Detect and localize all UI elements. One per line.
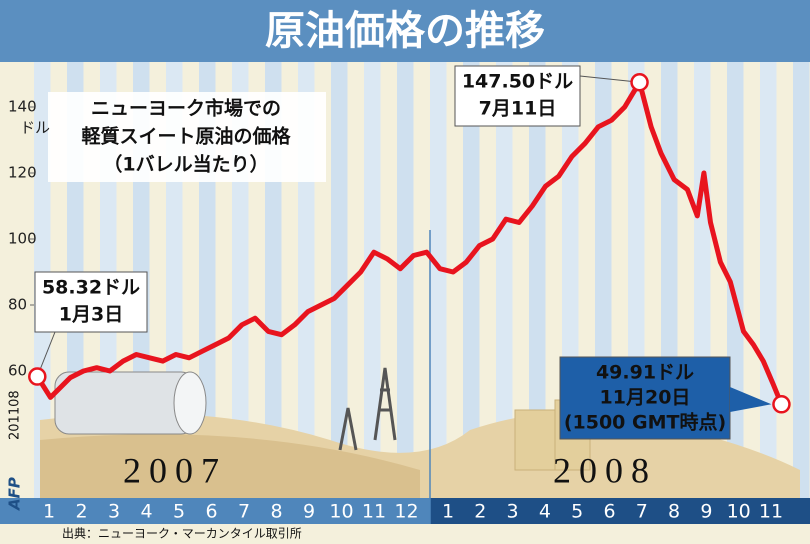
price-line [35,79,784,406]
x-tick-label: 7 [238,501,250,523]
x-tick-label: 8 [668,501,680,523]
x-tick-label: 3 [108,501,120,523]
subtitle: （1バレル当たり） [103,153,268,176]
x-tick-label: 9 [303,501,315,523]
ground-shade [40,434,420,498]
subtitle: ニューヨーク市場での [91,97,281,120]
annotation-text: 1月3日 [59,304,123,326]
stripe [331,62,348,498]
point-marker [630,73,649,92]
y-tick-label: 60 [8,362,27,380]
x-tick-label: 7 [636,501,648,523]
x-tick-label: 10 [727,501,751,523]
barrel [54,371,207,435]
y-tick-label: 120 [8,164,37,182]
code: 201108 [8,390,23,440]
y-tick-label: 140 [8,98,37,116]
month-strip-2007 [0,498,430,524]
year-label: 2008 [553,450,657,490]
subtitle: 軽質スイート原油の価格 [81,125,291,148]
y-unit: ドル [20,119,50,137]
point-marker [28,367,47,386]
derrick [338,367,397,451]
x-tick-label: 1 [442,501,454,523]
x-tick-label: 6 [205,501,217,523]
x-tick-label: 4 [140,501,152,523]
stripe [463,62,480,498]
annotation-pointer [730,387,772,412]
x-tick-label: 5 [173,501,185,523]
stripe [793,62,810,498]
annotation-text: 7月11日 [479,98,557,120]
x-tick-label: 3 [507,501,519,523]
x-tick-label: 4 [539,501,551,523]
x-tick-label: 8 [270,501,282,523]
x-tick-label: 11 [362,501,386,523]
credit: AFP [6,477,24,511]
source: 出典：ニューヨーク・マーカンタイル取引所 [62,527,302,541]
month-strip-2008 [430,498,810,524]
stripe [529,62,546,498]
stripe [760,62,777,498]
annotation-text: 58.32ドル [42,277,140,299]
title-banner [0,0,810,62]
stripe [397,62,414,498]
point-marker [772,395,791,414]
x-tick-label: 12 [394,501,418,523]
chart-title: 原油価格の推移 [265,8,545,54]
stripe [430,62,447,498]
x-tick-label: 10 [329,501,353,523]
y-tick-label: 100 [8,230,37,248]
annotation-text: 11月20日 [600,387,691,409]
x-tick-label: 11 [759,501,783,523]
x-tick-label: 2 [75,501,87,523]
stripe [364,62,381,498]
x-tick-label: 1 [43,501,55,523]
subtitle-box [48,92,326,182]
y-tick-label: 80 [8,296,27,314]
x-tick-label: 6 [603,501,615,523]
stripe [496,62,513,498]
annotation-text: (1500 GMT時点) [564,412,726,434]
annotation-text: 49.91ドル [596,362,694,384]
annotation-box [454,65,581,127]
x-tick-label: 9 [700,501,712,523]
annotation-pointer [579,75,640,83]
year-label: 2007 [123,450,227,490]
x-tick-label: 2 [474,501,486,523]
annotation-text: 147.50ドル [462,71,573,93]
annotation-box [34,271,148,333]
annotation-box [559,356,731,440]
x-tick-label: 5 [571,501,583,523]
